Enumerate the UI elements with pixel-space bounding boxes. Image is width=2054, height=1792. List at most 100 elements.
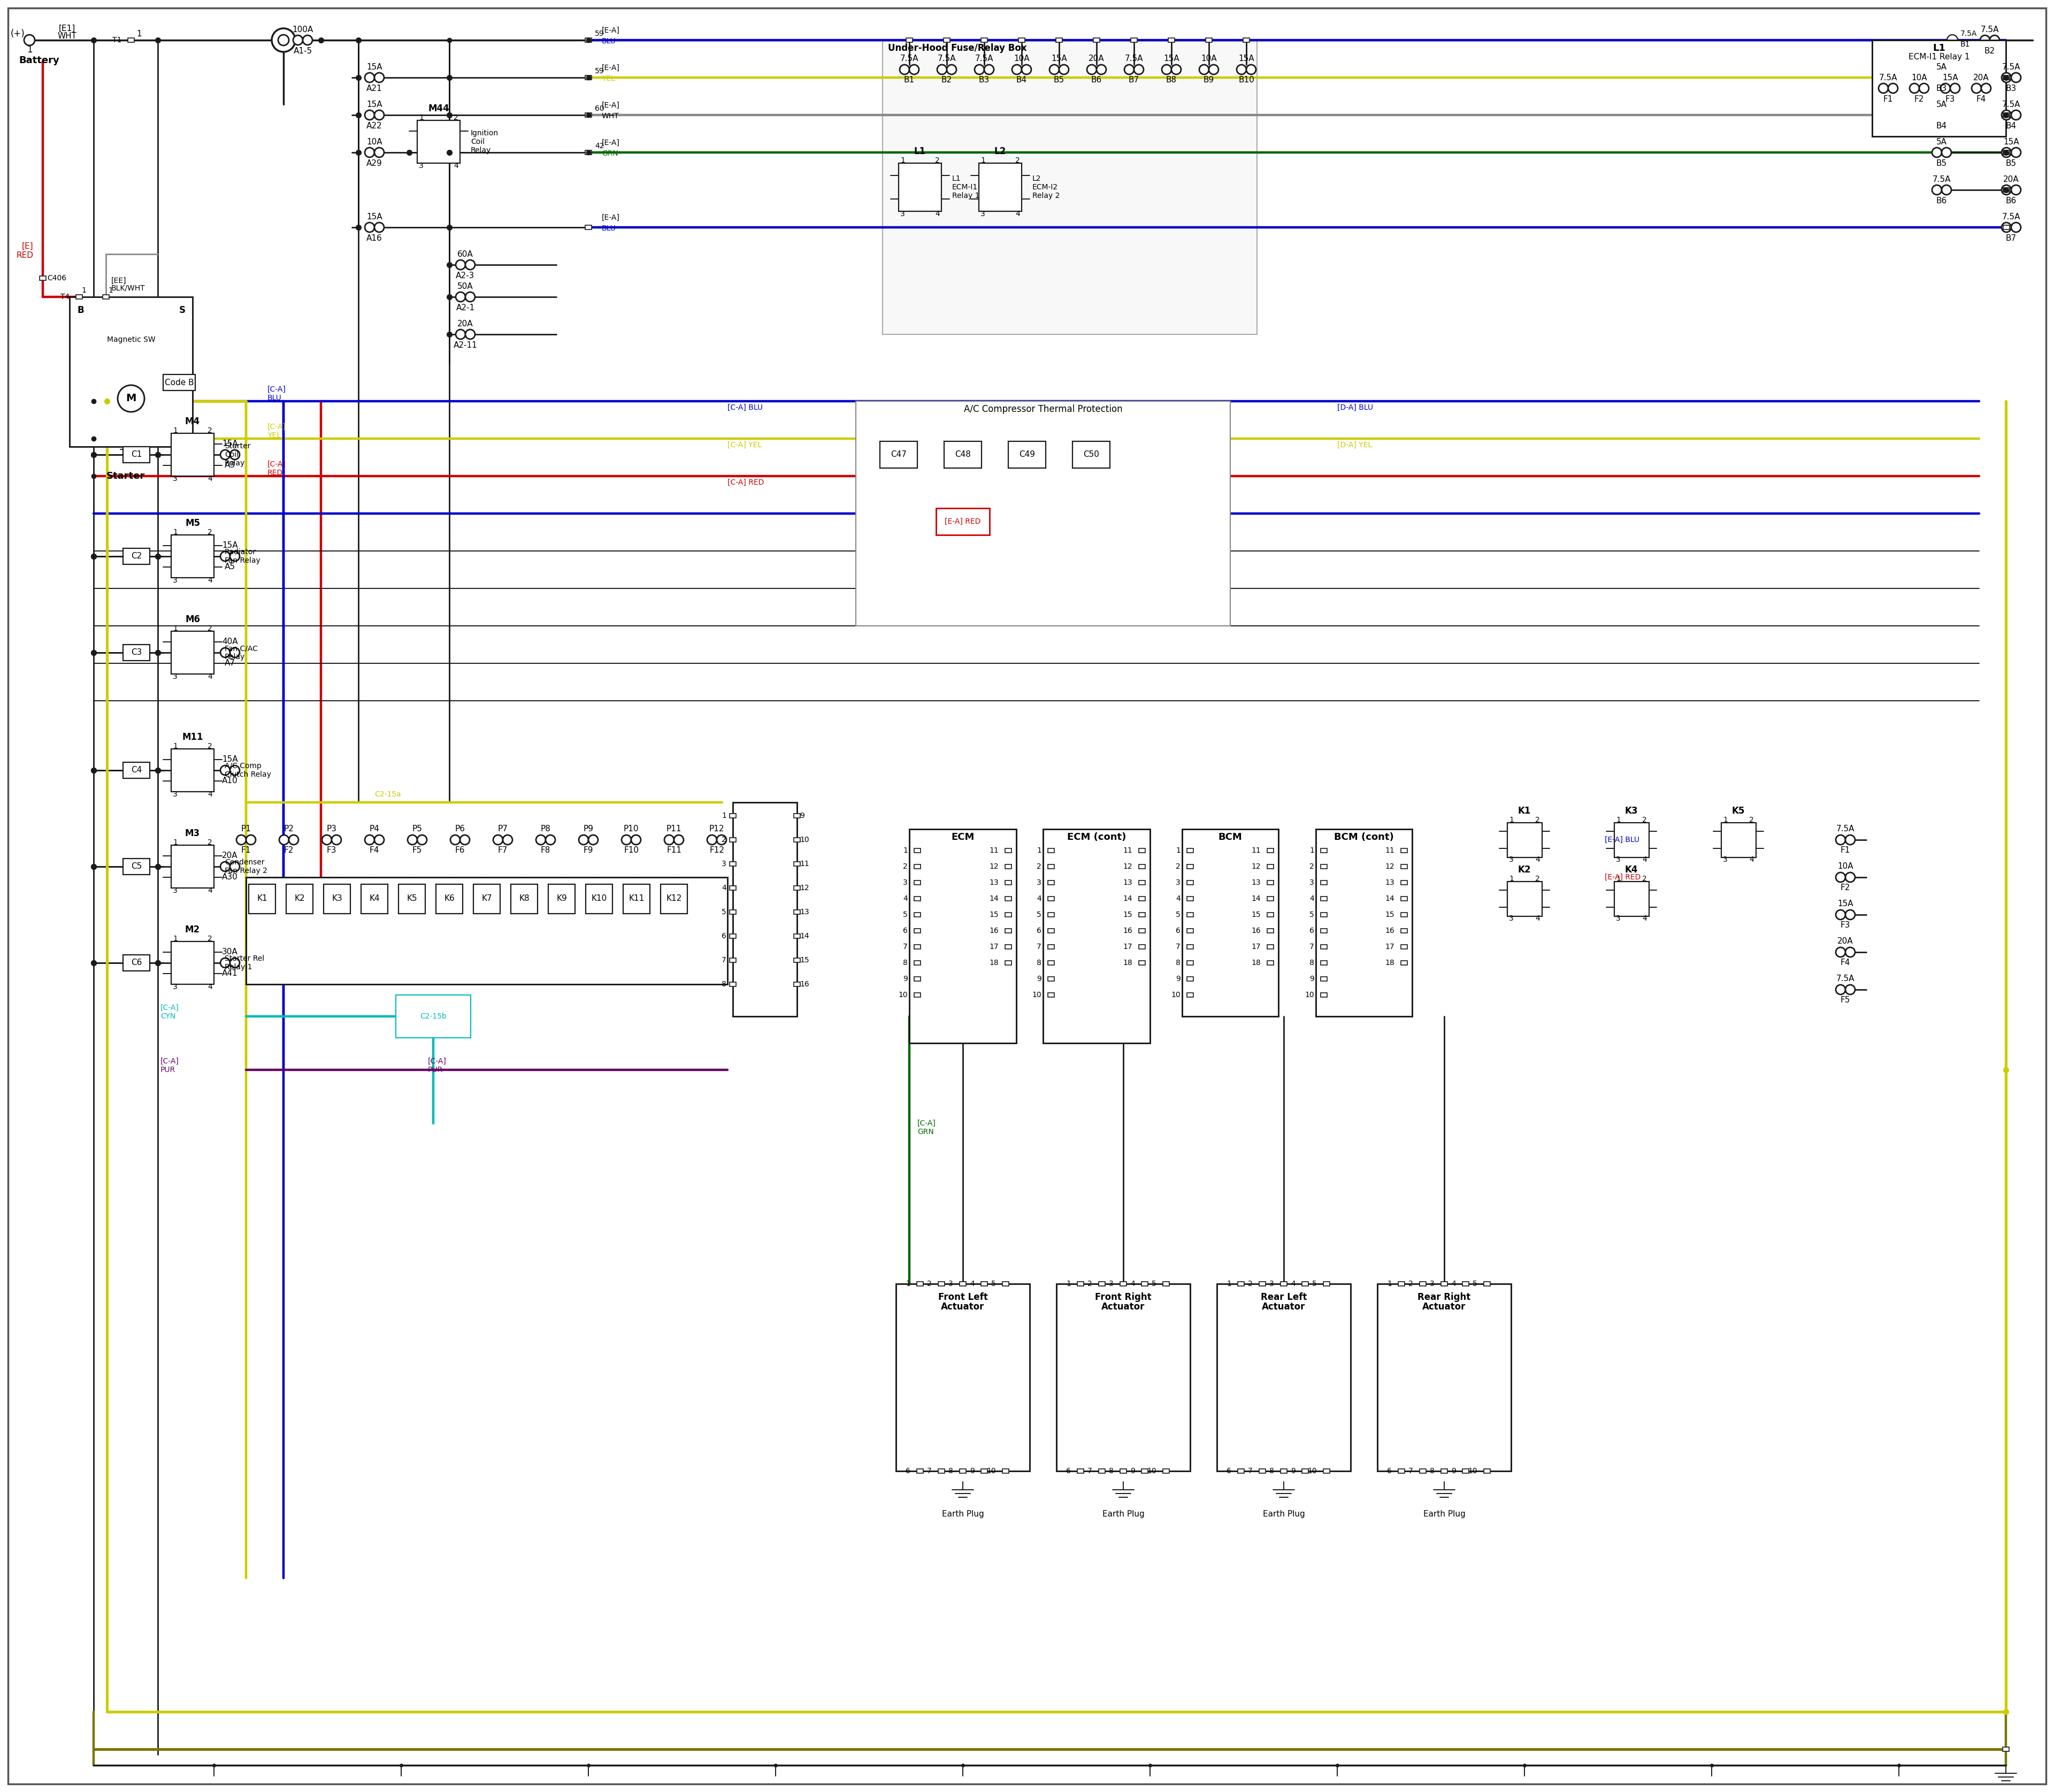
- Bar: [793, 934, 801, 939]
- Bar: [1614, 823, 1649, 858]
- Text: 18: 18: [990, 959, 998, 966]
- Bar: [729, 959, 735, 962]
- Text: F12: F12: [709, 846, 725, 855]
- Text: M: M: [125, 394, 136, 403]
- Bar: [1048, 848, 1054, 853]
- Text: F4: F4: [370, 846, 380, 855]
- Text: 15A: 15A: [1943, 73, 1957, 82]
- Text: Actuator: Actuator: [1423, 1303, 1467, 1312]
- Text: 7.5A: 7.5A: [1836, 824, 1855, 833]
- Bar: [1048, 977, 1054, 980]
- Text: 2: 2: [207, 625, 212, 633]
- Bar: [1076, 1281, 1085, 1287]
- Text: K1: K1: [1518, 806, 1530, 815]
- Text: 4: 4: [1175, 894, 1181, 903]
- Bar: [793, 862, 801, 866]
- Circle shape: [1836, 910, 1844, 919]
- Text: Magnetic SW: Magnetic SW: [107, 335, 156, 344]
- Bar: [1483, 1281, 1491, 1287]
- Text: 1: 1: [1037, 848, 1041, 855]
- Circle shape: [366, 835, 374, 844]
- Text: PUR: PUR: [427, 1066, 444, 1073]
- Text: 10A: 10A: [1202, 56, 1216, 63]
- Bar: [1267, 880, 1273, 885]
- Text: 5A: 5A: [1937, 100, 1947, 108]
- Text: B10: B10: [1239, 77, 1255, 84]
- Text: F1: F1: [1840, 846, 1851, 855]
- Circle shape: [1972, 84, 1982, 93]
- Text: 30A: 30A: [222, 948, 238, 957]
- Text: 7: 7: [1087, 1468, 1093, 1475]
- Text: 15: 15: [1124, 910, 1132, 919]
- Text: B8: B8: [1167, 77, 1177, 84]
- Text: 4: 4: [1643, 857, 1647, 864]
- Bar: [1321, 896, 1327, 901]
- Circle shape: [366, 109, 374, 120]
- Bar: [1321, 944, 1327, 950]
- Text: 3: 3: [949, 1279, 953, 1288]
- Text: 10A: 10A: [1912, 73, 1927, 82]
- Text: 2: 2: [1643, 874, 1647, 883]
- Text: Earth Plug: Earth Plug: [1263, 1511, 1304, 1518]
- Text: 15A: 15A: [222, 541, 238, 550]
- Text: B5: B5: [1937, 159, 1947, 167]
- Text: [E-A]: [E-A]: [602, 140, 620, 147]
- Text: [E-A]: [E-A]: [602, 27, 620, 34]
- Bar: [362, 883, 388, 914]
- Text: 20A: 20A: [458, 319, 472, 328]
- Bar: [943, 38, 949, 43]
- Bar: [937, 509, 990, 536]
- Circle shape: [1171, 65, 1181, 73]
- Text: 4: 4: [935, 210, 941, 217]
- Text: Earth Plug: Earth Plug: [1103, 1511, 1144, 1518]
- Text: 20A: 20A: [222, 851, 238, 860]
- Circle shape: [279, 835, 290, 844]
- Bar: [170, 941, 214, 984]
- Text: K4: K4: [1625, 866, 1637, 874]
- Text: F5: F5: [413, 846, 423, 855]
- Circle shape: [937, 65, 947, 73]
- Circle shape: [1844, 986, 1855, 995]
- Text: F2: F2: [1914, 95, 1925, 102]
- Text: [C-A] BLU: [C-A] BLU: [727, 403, 762, 412]
- Circle shape: [366, 147, 374, 158]
- Text: [E-A] BLU: [E-A] BLU: [1604, 837, 1639, 844]
- Text: 7.5A: 7.5A: [1126, 56, 1144, 63]
- Text: 18: 18: [1384, 959, 1395, 966]
- Text: 4: 4: [1130, 1279, 1136, 1288]
- Circle shape: [2011, 147, 2021, 158]
- Bar: [246, 878, 727, 984]
- Text: 12: 12: [1384, 862, 1395, 871]
- Text: K3: K3: [331, 894, 343, 903]
- Bar: [1871, 39, 2007, 136]
- Bar: [1004, 880, 1011, 885]
- Bar: [1401, 944, 1407, 950]
- Text: A2-1: A2-1: [456, 303, 474, 312]
- Text: 4: 4: [1015, 210, 1021, 217]
- Text: P10: P10: [624, 824, 639, 833]
- Text: 17: 17: [990, 943, 998, 950]
- Circle shape: [1947, 34, 1957, 45]
- Text: 9: 9: [1037, 975, 1041, 982]
- Text: 2: 2: [1015, 156, 1021, 165]
- Bar: [959, 1469, 965, 1473]
- Bar: [1280, 1281, 1288, 1287]
- Text: Relay 2: Relay 2: [1033, 192, 1060, 199]
- Text: 1: 1: [109, 287, 113, 294]
- Text: 13: 13: [1384, 878, 1395, 887]
- Circle shape: [1888, 84, 1898, 93]
- Text: 9: 9: [1130, 1468, 1136, 1475]
- Text: BLU: BLU: [267, 394, 281, 401]
- Text: 12: 12: [1251, 862, 1261, 871]
- Text: F3: F3: [1945, 95, 1955, 102]
- Circle shape: [230, 647, 240, 658]
- Circle shape: [1910, 84, 1918, 93]
- Bar: [793, 814, 801, 817]
- Text: 60A: 60A: [458, 251, 472, 258]
- Text: [C-A]: [C-A]: [427, 1057, 446, 1064]
- Text: Ignition: Ignition: [470, 129, 499, 136]
- Circle shape: [220, 450, 230, 459]
- Bar: [793, 982, 801, 986]
- Bar: [398, 883, 425, 914]
- Bar: [1243, 38, 1249, 43]
